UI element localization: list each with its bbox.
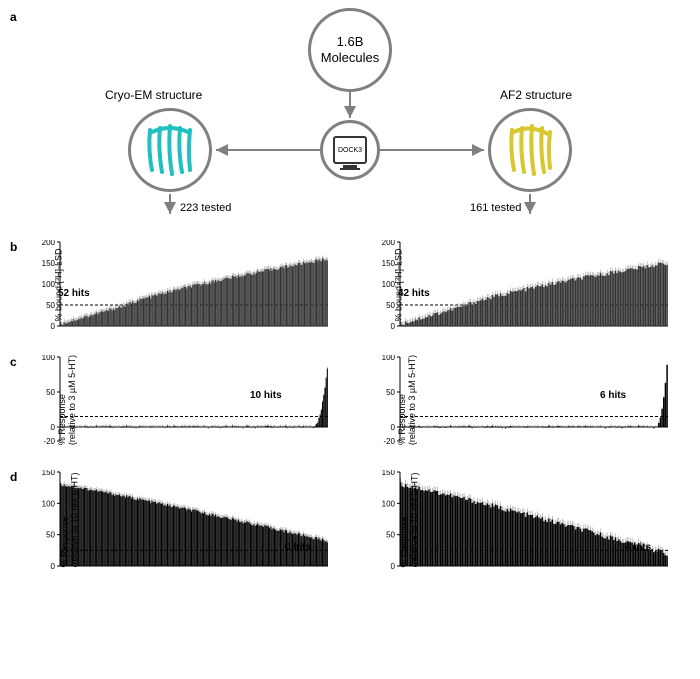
panel-b-letter: b: [10, 240, 17, 254]
panel-d-right-chart: 0 50 100 150 % Response (relative to 10 nM 5…: [370, 470, 670, 570]
cryoem-protein-icon: [140, 120, 200, 180]
panel-d-left-chart: 0 50 100 150 % Response (relative to 10 nM 5…: [30, 470, 330, 570]
panel-c-row: c-20050100% Response (relative to 3 µM 5…: [10, 355, 690, 445]
panel-c-left-hits: 10 hits: [250, 390, 282, 401]
cryoem-node: [128, 108, 212, 192]
af2-protein-icon: [500, 120, 560, 180]
svg-text:200: 200: [42, 240, 56, 247]
svg-text:100: 100: [382, 499, 396, 508]
panel-b-left-hits: 52 hits: [58, 288, 90, 299]
molecules-node: 1.6B Molecules: [308, 8, 392, 92]
panel-b-right-chart: 050100150200% bound [³H]-LSD42 hits: [370, 240, 670, 330]
dock3-node: DOCK3: [320, 120, 380, 180]
svg-text:50: 50: [46, 531, 55, 540]
panel-a: a 1.6B Molecules DOCK3: [10, 10, 690, 210]
panel-d-row: d 0 50 100 150 % Response (relative to 10 nM …: [10, 470, 690, 570]
svg-text:0: 0: [51, 322, 56, 330]
svg-text:0: 0: [391, 423, 396, 432]
svg-text:100: 100: [42, 355, 56, 362]
svg-text:-20: -20: [383, 437, 395, 445]
svg-text:0: 0: [391, 562, 396, 570]
svg-text:200: 200: [382, 240, 396, 247]
svg-text:100: 100: [382, 355, 396, 362]
panel-c-right-hits: 6 hits: [600, 390, 626, 401]
computer-icon: DOCK3: [333, 136, 367, 164]
panel-b-left-chart: 050100150200% bound [³H]-LSD52 hits: [30, 240, 330, 330]
panel-c-left-ylabel: % Response (relative to 3 µM 5-HT): [57, 355, 77, 445]
chart-svg: 050100150200: [370, 240, 670, 330]
dock3-label: DOCK3: [338, 147, 362, 154]
chart-svg: 050100150200: [30, 240, 330, 330]
svg-text:150: 150: [42, 470, 56, 477]
svg-text:-20: -20: [43, 437, 55, 445]
panel-b-left-ylabel: % bound [³H]-LSD: [54, 248, 64, 321]
af2-title: AF2 structure: [500, 88, 572, 102]
svg-text:50: 50: [386, 388, 395, 397]
svg-text:150: 150: [382, 470, 396, 477]
panel-c-right-ylabel: % Response (relative to 3 µM 5-HT): [397, 355, 417, 445]
panel-c-right-chart: -20 0 50 100% Response (relative to 3 µM 5-…: [370, 355, 670, 445]
panel-d-pair: 0 50 100 150 % Response (relative to 10 nM 5…: [10, 470, 690, 570]
panel-c-pair: -20050100% Response (relative to 3 µM 5-…: [10, 355, 690, 445]
panel-d-letter: d: [10, 470, 17, 484]
panel-c-letter: c: [10, 355, 17, 369]
af2-node: [488, 108, 572, 192]
svg-text:50: 50: [46, 388, 55, 397]
panel-b-right-ylabel: % bound [³H]-LSD: [394, 248, 404, 321]
panel-d-right-ylabel: % Response (relative to 10 nM 5-HT): [400, 472, 420, 567]
cryoem-tested: 223 tested: [180, 202, 231, 214]
svg-text:0: 0: [51, 562, 56, 570]
panel-d-left-ylabel: % Response (relative to 10 nM 5-HT): [60, 472, 80, 567]
svg-text:0: 0: [391, 322, 396, 330]
panel-b-right-hits: 42 hits: [398, 288, 430, 299]
panel-b-pair: 050100150200% bound [³H]-LSD52 hits05010…: [10, 240, 690, 330]
figure: a 1.6B Molecules DOCK3: [10, 10, 690, 669]
svg-text:50: 50: [386, 531, 395, 540]
cryoem-title: Cryo-EM structure: [105, 88, 202, 102]
panel-b-row: b050100150200% bound [³H]-LSD52 hits0501…: [10, 240, 690, 330]
panel-c-left-chart: -20 0 50 100% Response (relative to 3 µM 5-…: [30, 355, 330, 445]
af2-tested: 161 tested: [470, 202, 521, 214]
panel-d-left-hits: 0 hits: [285, 542, 311, 553]
svg-text:0: 0: [51, 423, 56, 432]
panel-d-right-hits: 4 hits: [625, 542, 651, 553]
svg-text:100: 100: [42, 499, 56, 508]
